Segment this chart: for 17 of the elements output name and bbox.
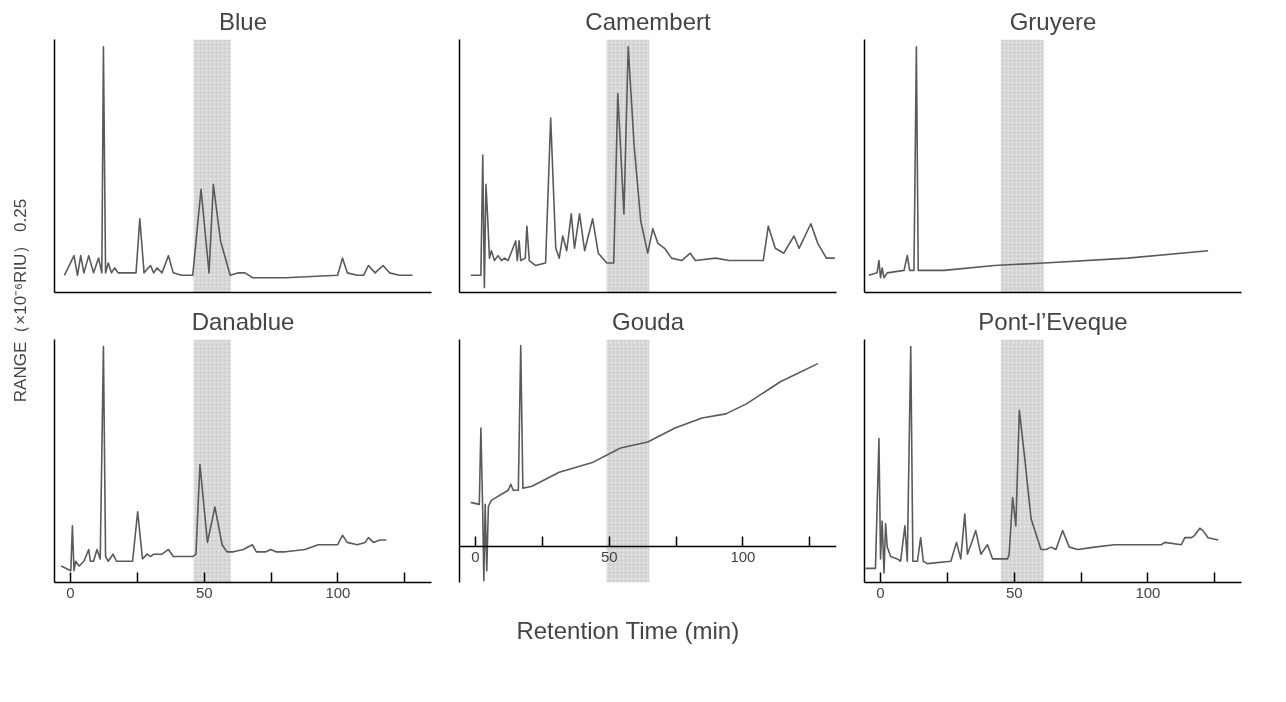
chart-title: Gruyere — [1009, 7, 1097, 35]
x-tick-label: 0 — [471, 547, 480, 565]
x-axis-title: Retention Time (min) — [516, 617, 740, 644]
x-tick-label: 50 — [600, 547, 618, 565]
chart-title: Camembert — [585, 7, 712, 35]
x-tick-label: 50 — [1005, 583, 1023, 601]
chart-title: Pont-l’Eveque — [978, 307, 1128, 335]
chart-title: Blue — [218, 7, 268, 35]
x-tick-label: 100 — [1135, 583, 1161, 601]
x-tick-label: 50 — [195, 583, 213, 601]
chart-title: Gouda — [611, 307, 685, 335]
chart-title: Danablue — [191, 307, 295, 335]
y-axis-title: RANGE（×10⁻⁶RIU） 0.25 — [11, 198, 30, 403]
x-tick-label: 100 — [325, 583, 351, 601]
x-tick-label: 100 — [730, 547, 756, 565]
x-tick-label: 0 — [876, 583, 885, 601]
x-tick-label: 0 — [66, 583, 75, 601]
